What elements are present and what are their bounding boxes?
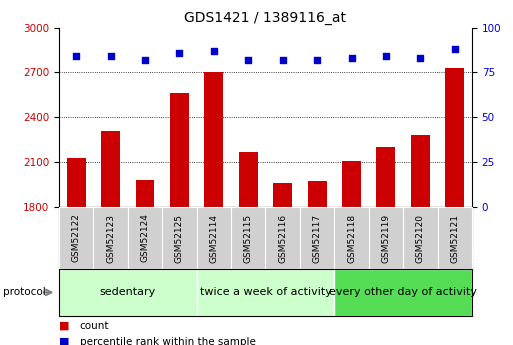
Bar <box>67 158 86 345</box>
Point <box>107 53 115 59</box>
Point <box>313 57 321 63</box>
Point <box>279 57 287 63</box>
Text: GSM52121: GSM52121 <box>450 214 459 263</box>
Point <box>347 55 356 61</box>
Text: GSM52124: GSM52124 <box>141 214 149 263</box>
Point <box>141 57 149 63</box>
Bar <box>162 207 196 269</box>
Text: GSM52119: GSM52119 <box>382 214 390 263</box>
Bar <box>204 72 223 345</box>
Bar <box>334 269 472 316</box>
Text: ■: ■ <box>59 321 69 331</box>
Text: sedentary: sedentary <box>100 287 156 297</box>
Text: GSM52125: GSM52125 <box>175 214 184 263</box>
Text: GSM52116: GSM52116 <box>278 214 287 263</box>
Bar <box>135 180 154 345</box>
Text: GSM52122: GSM52122 <box>72 214 81 263</box>
Bar <box>59 269 196 316</box>
Text: twice a week of activity: twice a week of activity <box>200 287 331 297</box>
Text: GSM52120: GSM52120 <box>416 214 425 263</box>
Bar <box>273 183 292 345</box>
Bar <box>411 135 430 345</box>
Text: ■: ■ <box>59 337 69 345</box>
Text: GSM52114: GSM52114 <box>209 214 219 263</box>
Bar <box>93 207 128 269</box>
Bar <box>334 207 369 269</box>
Bar <box>445 68 464 345</box>
Point <box>244 57 252 63</box>
Point <box>72 53 81 59</box>
Point <box>416 55 424 61</box>
Text: GSM52123: GSM52123 <box>106 214 115 263</box>
Bar <box>342 161 361 345</box>
Text: GSM52117: GSM52117 <box>312 214 322 263</box>
Bar <box>438 207 472 269</box>
Bar <box>128 207 162 269</box>
Bar <box>170 93 189 345</box>
Bar <box>231 207 266 269</box>
Bar <box>377 147 396 345</box>
Text: GSM52118: GSM52118 <box>347 214 356 263</box>
Text: GSM52115: GSM52115 <box>244 214 253 263</box>
Bar <box>101 131 120 345</box>
Bar <box>300 207 334 269</box>
Bar <box>59 207 93 269</box>
Bar <box>196 269 334 316</box>
Text: protocol: protocol <box>3 287 45 297</box>
Point <box>450 46 459 52</box>
Text: percentile rank within the sample: percentile rank within the sample <box>80 337 255 345</box>
Bar <box>308 181 327 345</box>
Bar <box>196 207 231 269</box>
Text: count: count <box>80 321 109 331</box>
Point <box>382 53 390 59</box>
Bar <box>265 207 300 269</box>
Point <box>210 48 218 54</box>
Title: GDS1421 / 1389116_at: GDS1421 / 1389116_at <box>185 11 346 25</box>
Text: every other day of activity: every other day of activity <box>329 287 477 297</box>
Bar <box>369 207 403 269</box>
Point <box>175 50 184 56</box>
Bar <box>403 207 438 269</box>
Bar <box>239 152 258 345</box>
